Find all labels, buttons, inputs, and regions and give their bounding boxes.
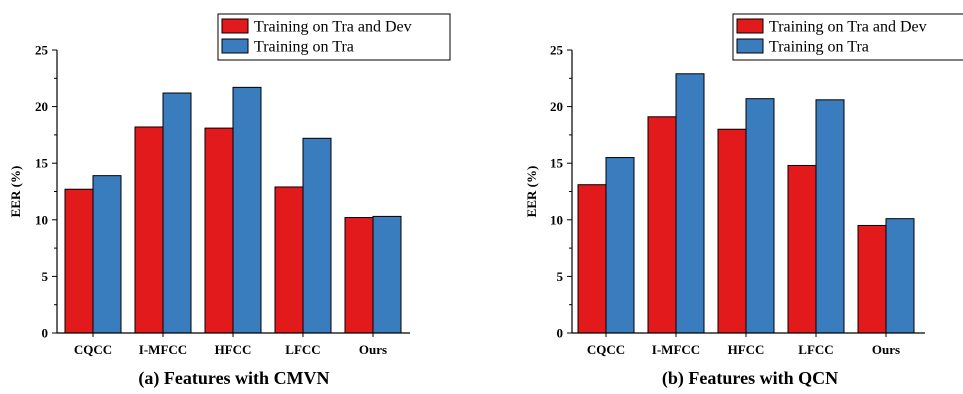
bar-ours-series-2 [885, 218, 915, 334]
bar-ours-series-1 [857, 224, 887, 334]
bar-hfcc-series-2 [745, 98, 775, 334]
legend-label-series-1: Training on Tra and Dev [254, 19, 412, 36]
y-tick-label: 5 [557, 269, 564, 284]
legend-swatch-series-1 [736, 18, 764, 34]
bar-cqcc-series-2 [605, 157, 635, 334]
bar-hfcc-series-2 [232, 86, 262, 334]
legend-label-series-2: Training on Tra [769, 39, 869, 56]
bar-i-mfcc-series-1 [134, 126, 164, 334]
legend-label-series-1: Training on Tra and Dev [769, 19, 927, 36]
x-tick-label: LFCC [285, 342, 320, 357]
bar-hfcc-series-1 [204, 127, 234, 334]
bar-lfcc-series-2 [815, 99, 845, 334]
bar-lfcc-series-2 [302, 137, 332, 334]
bar-ours-series-2 [372, 215, 402, 334]
legend-swatch-series-1 [221, 18, 249, 34]
chart-panel-b: CQCC I-MFCC HFCC LFCC Ours 0 5 10 15 20 25 EER (%) T… [524, 13, 963, 389]
chart-caption: (b) Features with QCN [662, 368, 838, 389]
bar-cqcc-series-1 [64, 188, 94, 334]
legend-swatch-series-2 [221, 38, 249, 54]
y-axis-label: EER (%) [8, 166, 23, 218]
legend-swatch-series-2 [736, 38, 764, 54]
x-tick-label: HFCC [728, 342, 765, 357]
y-tick-label: 10 [550, 212, 563, 227]
bar-i-mfcc-series-1 [647, 116, 677, 334]
y-tick-label: 0 [557, 326, 564, 341]
bar-hfcc-series-1 [717, 128, 747, 334]
y-tick-label: 20 [35, 99, 48, 114]
legend: Training on Tra and Dev Training on Tra [732, 13, 963, 61]
x-tick-label: Ours [359, 342, 387, 357]
x-tick-label: I-MFCC [139, 342, 187, 357]
x-tick-label: HFCC [215, 342, 252, 357]
bar-cqcc-series-1 [577, 184, 607, 334]
x-tick-label: CQCC [587, 342, 625, 357]
legend-box [217, 13, 451, 61]
x-tick-label: I-MFCC [652, 342, 700, 357]
bar-lfcc-series-1 [274, 186, 304, 334]
y-tick-label: 15 [550, 156, 564, 171]
y-tick-label: 25 [550, 43, 564, 58]
y-tick-label: 25 [35, 43, 49, 58]
bar-cqcc-series-2 [92, 175, 122, 334]
bar-lfcc-series-1 [787, 164, 817, 334]
bar-i-mfcc-series-2 [162, 92, 192, 334]
y-tick-label: 0 [42, 326, 49, 341]
y-tick-label: 20 [550, 99, 563, 114]
x-tick-label: LFCC [798, 342, 833, 357]
y-axis-label: EER (%) [524, 166, 539, 218]
legend-box [732, 13, 963, 61]
x-tick-label: CQCC [74, 342, 112, 357]
bar-i-mfcc-series-2 [675, 73, 705, 334]
legend: Training on Tra and Dev Training on Tra [217, 13, 451, 61]
chart-caption: (a) Features with CMVN [138, 368, 329, 389]
legend-label-series-2: Training on Tra [254, 39, 354, 56]
y-tick-label: 15 [35, 156, 49, 171]
x-tick-label: Ours [872, 342, 900, 357]
y-tick-label: 10 [35, 212, 48, 227]
chart-panel-a: CQCC I-MFCC HFCC LFCC Ours 0 5 10 15 20 25 EER (%) T… [8, 13, 451, 389]
bar-ours-series-1 [344, 217, 374, 334]
y-tick-label: 5 [42, 269, 49, 284]
